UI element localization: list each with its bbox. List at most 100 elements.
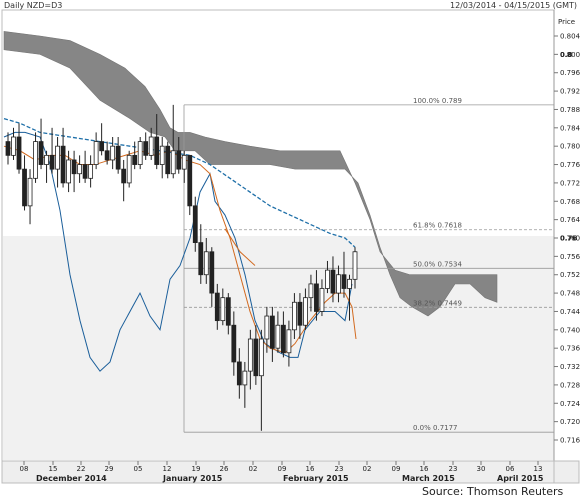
candle-body: [33, 141, 38, 179]
kijun-sen-line: [3, 131, 353, 372]
chart-header-left: Daily NZD=D3: [4, 1, 62, 10]
candle-body: [269, 315, 275, 349]
candle-body: [292, 301, 297, 331]
candlesticks: [5, 104, 358, 431]
date-tick-label: 30: [477, 465, 486, 473]
date-tick-label: 23: [335, 465, 344, 473]
date-tick-label: 26: [220, 465, 229, 473]
candle-body: [314, 283, 319, 312]
price-tick-label: 0.796: [560, 69, 581, 77]
candle-body: [308, 283, 314, 299]
date-tick-label: 16: [420, 465, 429, 473]
candle-body: [99, 141, 105, 152]
price-tick-label: 0.744: [560, 308, 581, 316]
candle-body: [220, 297, 226, 322]
candle-body: [286, 329, 292, 354]
candle-body: [55, 145, 60, 170]
price-tick-label: 0.724: [560, 400, 581, 408]
ichimoku-cloud: [3, 31, 498, 317]
price-tick-label: 0.776: [560, 161, 581, 169]
candle-body: [176, 150, 182, 170]
price-tick-label: 0.784: [560, 124, 581, 132]
month-label: February 2015: [283, 474, 349, 483]
candle-body: [187, 154, 193, 207]
candle-body: [236, 361, 242, 386]
candle-body: [121, 168, 127, 184]
price-tick-label: 0.792: [560, 88, 580, 96]
fib-level-label: 50.0% 0.7534: [413, 260, 463, 268]
chart-header-right: 12/03/2014 - 04/15/2015 (GMT): [450, 1, 577, 10]
candle-body: [165, 145, 171, 175]
candle-body: [148, 136, 154, 156]
candle-body: [5, 141, 11, 156]
candle-body: [159, 145, 165, 165]
candle-body: [137, 141, 143, 165]
ichimoku-cloud-fill: [3, 31, 498, 317]
date-tick-label: 09: [278, 465, 287, 473]
price-tick-label: 0.728: [560, 381, 580, 389]
price-tick-label: 0.780: [560, 143, 580, 151]
price-axis-title: Price: [558, 18, 575, 26]
candle-body: [93, 141, 99, 165]
price-tick-label: 0.772: [560, 179, 580, 187]
candle-body: [170, 150, 176, 175]
date-tick-label: 08: [20, 465, 29, 473]
date-tick-label: 02: [363, 465, 372, 473]
candle-body: [192, 205, 198, 243]
candle-body: [225, 297, 231, 326]
price-tick-label: 0.732: [560, 363, 580, 371]
source-credit: Source: Thomson Reuters: [422, 485, 564, 498]
candle-body: [275, 324, 281, 349]
candle-body: [66, 159, 71, 184]
candle-body: [347, 278, 352, 289]
date-tick-label: 29: [105, 465, 114, 473]
candle-body: [198, 242, 204, 276]
candle-body: [330, 269, 336, 294]
candle-body: [104, 150, 110, 161]
date-tick-label: 12: [163, 465, 172, 473]
candle-body: [352, 251, 358, 280]
candle-body: [49, 154, 55, 170]
price-label-bold: 0.8: [560, 51, 573, 59]
date-tick-label: 19: [192, 465, 201, 473]
candle-body: [325, 269, 330, 289]
fib-level-label: 100.0% 0.789: [413, 97, 462, 105]
fib-level-label: 0.0% 0.7177: [413, 424, 458, 432]
candle-body: [209, 251, 215, 294]
candle-body: [38, 141, 44, 165]
date-tick-label: 02: [249, 465, 258, 473]
candle-body: [303, 297, 308, 326]
candle-body: [319, 288, 325, 312]
date-axis: 08 15 22 29 05 12 19 26 02 09 16 23 02 09 16 23 30 06 13 De…: [20, 461, 544, 483]
price-tick-label: 0.716: [560, 437, 581, 445]
price-tick-label: 0.768: [560, 198, 580, 206]
candle-body: [22, 168, 27, 207]
price-tick-label: 0.752: [560, 271, 580, 279]
candle-body: [88, 164, 94, 179]
candle-body: [110, 145, 116, 161]
candle-body: [82, 164, 88, 179]
candle-body: [247, 338, 253, 372]
price-axis-corner: [553, 460, 580, 484]
date-tick-label: 09: [392, 465, 401, 473]
candle-body: [280, 324, 286, 354]
candle-body: [60, 145, 66, 184]
price-tick-label: 0.736: [560, 345, 581, 353]
date-tick-label: 15: [49, 465, 58, 473]
candle-body: [181, 154, 187, 170]
candle-body: [203, 251, 209, 276]
price-axis: 0.716 0.720 0.724 0.728 0.732 0.736 0.740 0.744…: [554, 33, 581, 445]
dashed-moving-average-line: [3, 118, 356, 248]
fibonacci-levels: 100.0% 0.789 61.8% 0.7618 50.0% 0.7534 38.2…: [183, 97, 554, 433]
month-label: March 2015: [402, 474, 455, 483]
candle-body: [154, 136, 160, 165]
candle-body: [258, 338, 264, 377]
fib-level-label: 61.8% 0.7618: [413, 222, 462, 230]
price-tick-label: 0.720: [560, 418, 580, 426]
candle-body: [297, 301, 303, 326]
date-tick-label: 16: [306, 465, 315, 473]
candle-body: [132, 154, 138, 165]
candle-body: [27, 177, 33, 207]
candle-body: [16, 136, 22, 170]
